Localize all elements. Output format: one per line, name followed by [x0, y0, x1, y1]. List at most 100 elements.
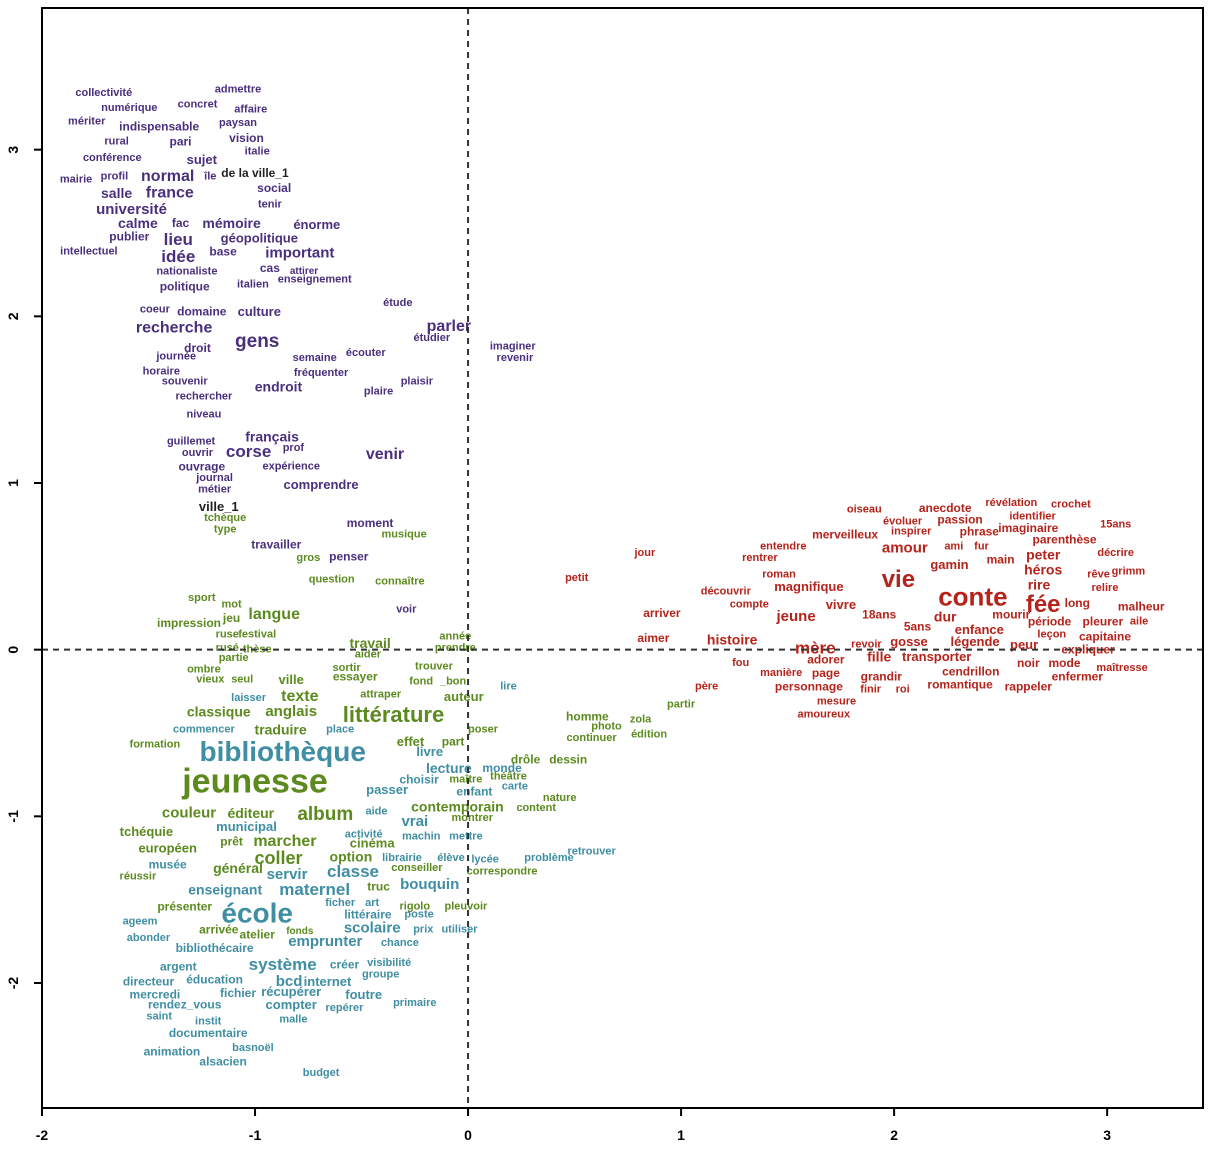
word-label-red: évoluer	[883, 515, 923, 527]
word-label-purple: énorme	[293, 217, 340, 232]
word-label-purple: base	[209, 244, 237, 258]
word-label-green: homme	[566, 709, 609, 723]
x-tick-label: 0	[464, 1127, 472, 1143]
word-label-teal: élève	[437, 852, 465, 864]
word-label-green: montrer	[452, 812, 494, 824]
word-label-teal: servir	[267, 866, 308, 883]
word-label-red: dur	[934, 608, 957, 624]
word-label-red: rappeler	[1005, 679, 1053, 693]
word-label-green: réussir	[120, 870, 157, 882]
word-label-red: gamin	[930, 557, 968, 572]
y-tick-label: -1	[5, 810, 21, 823]
word-label-green: mot	[222, 599, 243, 611]
word-label-green: gros	[296, 552, 320, 564]
word-label-purple: français	[245, 428, 299, 444]
word-label-red: cendrillon	[942, 664, 999, 678]
word-label-red: passion	[937, 513, 982, 527]
word-label-red: découvrir	[701, 585, 752, 597]
word-label-teal: système	[249, 955, 317, 974]
word-label-purple: pari	[169, 134, 191, 148]
word-label-purple: moment	[347, 516, 394, 530]
word-label-purple: journal	[195, 472, 233, 484]
word-label-purple: corse	[226, 442, 271, 461]
word-label-red: vie	[882, 566, 915, 593]
word-label-purple: lieu	[164, 230, 193, 249]
word-label-green: année	[439, 630, 471, 642]
y-tick-label: 0	[5, 646, 21, 654]
word-label-red: mode	[1048, 656, 1080, 670]
word-label-purple: enseignement	[278, 274, 352, 286]
word-label-purple: étudier	[413, 332, 450, 344]
word-label-purple: numérique	[101, 102, 157, 114]
word-label-green: _bon	[439, 675, 467, 687]
word-label-red: page	[812, 666, 840, 680]
word-label-teal: abonder	[127, 932, 171, 944]
word-label-green: marcher	[253, 833, 316, 850]
word-label-red: 15ans	[1100, 519, 1131, 531]
word-label-red: héros	[1024, 562, 1062, 578]
word-label-green: langue	[248, 606, 300, 623]
word-label-teal: alsacien	[199, 1054, 246, 1068]
word-label-teal: retrouver	[567, 845, 616, 857]
word-label-red: relire	[1092, 582, 1119, 594]
word-label-green: général	[213, 860, 263, 876]
y-tick-label: -2	[5, 977, 21, 990]
word-label-teal: école	[221, 898, 293, 929]
word-label-purple: fac	[172, 216, 190, 230]
word-label-red: peur	[1010, 637, 1038, 652]
word-label-teal: librairie	[382, 852, 422, 864]
word-label-green: rigolo	[400, 900, 431, 912]
word-label-teal: directeur	[123, 974, 175, 988]
word-label-teal: foutre	[345, 987, 382, 1002]
word-label-green: atelier	[240, 928, 276, 942]
word-label-red: mourir	[992, 608, 1030, 622]
word-label-teal: bibliothèque	[199, 736, 365, 767]
word-label-red: arriver	[643, 606, 681, 620]
word-label-red: malheur	[1118, 599, 1165, 613]
word-label-red: rire	[1028, 577, 1051, 593]
word-label-green: sortir	[333, 662, 362, 674]
word-label-purple: île	[203, 170, 216, 182]
word-label-teal: bcd	[276, 973, 303, 990]
word-label-red: aimer	[637, 631, 669, 645]
word-label-green: type	[214, 524, 237, 536]
word-label-red: ami	[944, 540, 963, 552]
word-label-teal: éducation	[186, 973, 243, 987]
word-label-green: éditeur	[227, 805, 274, 821]
word-label-purple: profil	[101, 170, 129, 182]
word-label-green: jeu	[222, 611, 240, 625]
word-label-teal: enseignant	[188, 882, 262, 898]
word-label-purple: calme	[118, 215, 158, 231]
word-label-green: zola	[630, 714, 652, 726]
word-label-green: trouver	[415, 660, 454, 672]
word-label-red: peter	[1026, 547, 1061, 563]
word-label-purple: expérience	[262, 460, 319, 472]
word-label-green: festival	[238, 629, 276, 641]
word-label-purple: domaine	[177, 304, 227, 318]
word-label-purple: plaire	[364, 385, 393, 397]
word-label-purple: coeur	[140, 304, 171, 316]
word-label-teal: activité	[345, 829, 383, 841]
word-label-red: long	[1065, 596, 1090, 610]
word-label-teal: municipal	[216, 819, 277, 834]
word-label-teal: internet	[304, 974, 352, 989]
word-label-purple: ville_1	[199, 499, 239, 514]
word-label-green: partie	[219, 652, 249, 664]
word-label-purple: niveau	[186, 409, 221, 421]
word-label-red: leçon	[1037, 629, 1066, 641]
word-label-red: grimm	[1112, 565, 1146, 577]
word-label-red: gosse	[890, 634, 928, 649]
word-label-red: manière	[760, 667, 802, 679]
word-label-green: correspondre	[467, 865, 538, 877]
word-label-purple: collectivité	[75, 87, 132, 99]
x-axis: -2 -1 0 1 2 3	[36, 1108, 1111, 1143]
word-label-purple: idée	[161, 247, 195, 266]
word-label-red: amour	[882, 540, 928, 557]
word-label-red: fille	[867, 648, 891, 664]
word-label-teal: maternel	[279, 880, 350, 899]
word-label-green: part	[442, 734, 465, 748]
word-label-red: imaginaire	[998, 521, 1058, 535]
word-label-green: option	[330, 848, 373, 864]
word-label-red: jeune	[776, 608, 816, 625]
word-label-green: littérature	[343, 702, 444, 727]
